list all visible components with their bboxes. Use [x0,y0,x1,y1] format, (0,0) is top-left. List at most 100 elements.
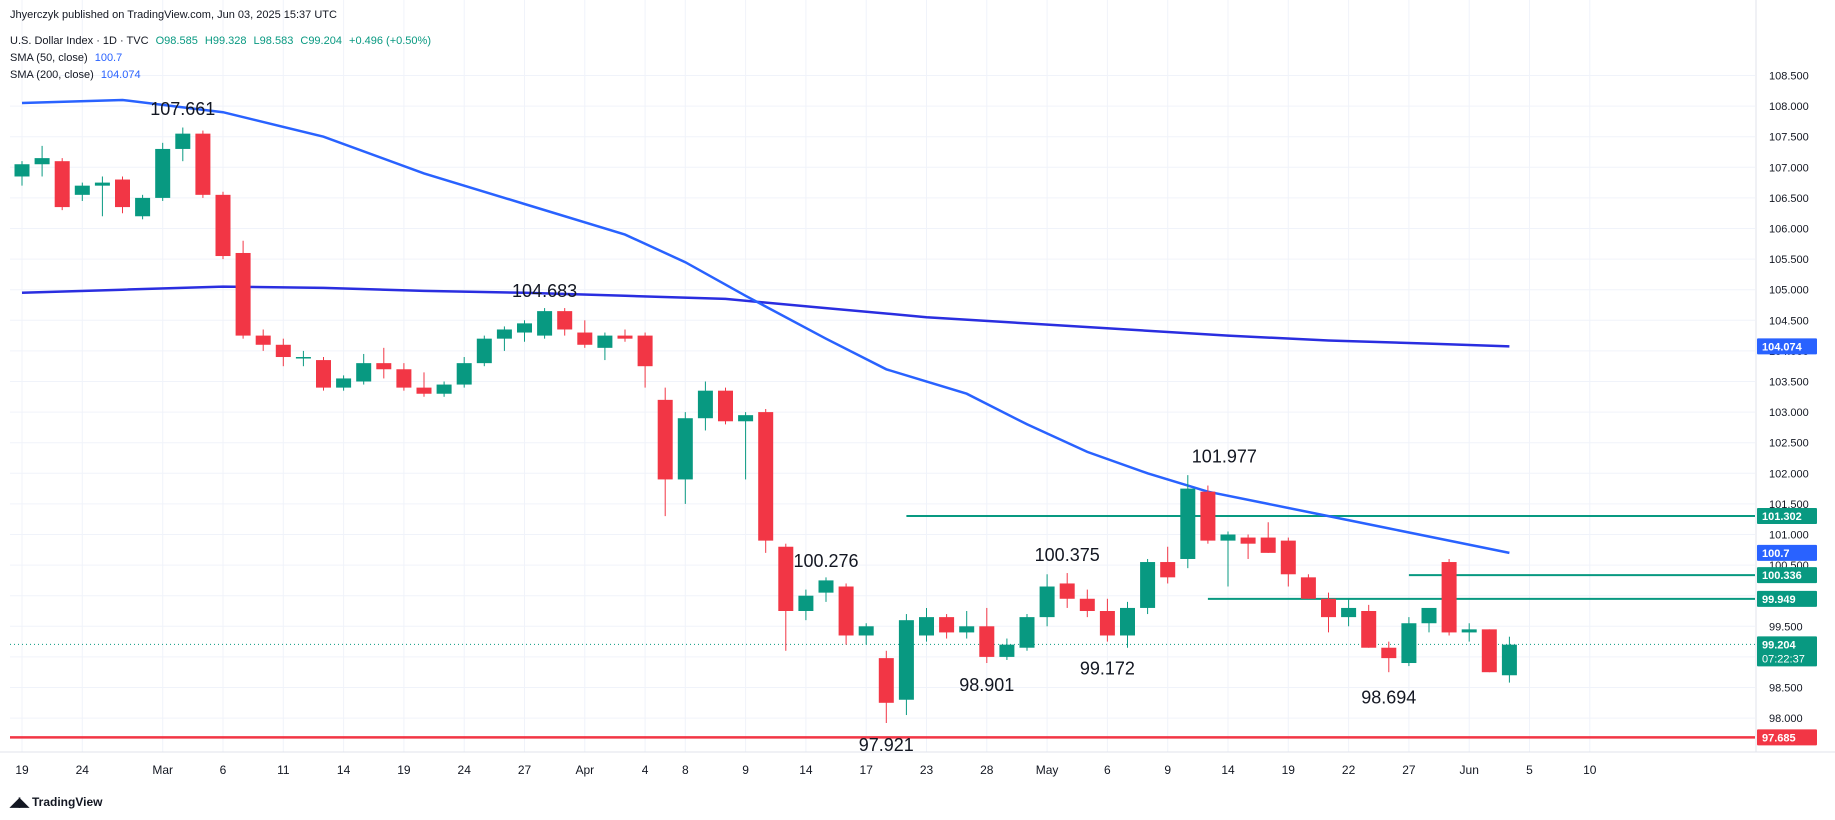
candle [637,332,653,388]
candle [255,329,271,351]
candle-body [1300,577,1316,599]
high-value: H99.328 [204,35,247,47]
candle-body [336,378,352,388]
candle-body [54,161,70,208]
candle [115,176,130,214]
level-price-tag-bg [1757,508,1817,525]
x-tick-label: 14 [337,763,351,777]
candle-body [1260,537,1276,553]
candle [858,623,874,645]
y-tick-label: 101.000 [1769,530,1809,542]
candle-body [718,390,733,422]
candle [677,412,693,504]
candle-body [416,387,432,394]
candle [94,176,110,217]
x-tick-label: 6 [1104,763,1111,777]
candle-body [838,586,854,636]
candle [195,130,211,198]
candle [1501,636,1517,683]
x-tick-label: 14 [1221,763,1235,777]
price-annotation: 100.276 [793,551,858,571]
candle-body [496,329,512,339]
x-tick-label: 8 [682,763,689,777]
level-price-tag: 97.685 [1762,732,1796,744]
candle-body [195,133,211,195]
level-price-tag-bg [1757,590,1817,607]
sma200-legend[interactable]: SMA (200, close) 104.074 [10,69,141,81]
candle-body [878,658,894,703]
candle [436,381,452,397]
candle-body [617,335,633,339]
candle [718,387,733,425]
y-tick-label: 108.500 [1769,71,1809,83]
candle [939,614,955,639]
y-tick-label: 108.000 [1769,101,1809,113]
candle-body [275,344,291,358]
y-tick-label: 101.500 [1769,499,1809,511]
sma50-label: SMA (50, close) [10,52,88,64]
y-tick-label: 102.500 [1769,438,1809,450]
candle-body [919,617,934,636]
candle-body [1120,607,1135,636]
candle [14,161,30,186]
candle-body [1501,644,1517,676]
y-tick-label: 98.500 [1769,683,1803,695]
x-tick-label: Apr [575,763,594,777]
x-tick-label: 24 [458,763,472,777]
candle [135,194,151,220]
sma200-label: SMA (200, close) [10,69,94,81]
candle [999,638,1015,660]
candle-body [517,323,532,333]
candle-body [537,311,553,336]
x-tick-label: 27 [518,763,532,777]
candle-body [476,338,492,364]
candle-body [1019,617,1035,648]
level-price-tag-bg [1757,567,1817,584]
ohlc-legend: U.S. Dollar Index · 1D · TVC O98.585 H99… [10,35,431,47]
candle-body [1180,488,1196,559]
x-tick-label: 17 [860,763,874,777]
candle [878,650,894,723]
tradingview-brand[interactable]: ◢◣ TradingView [10,794,102,810]
candle-body [356,363,372,382]
y-tick-label: 107.000 [1769,162,1809,174]
y-tick-label: 99.500 [1769,621,1803,633]
candle [919,607,934,642]
candle-body [657,399,673,480]
last-price-tag-countdown: 07:22:37 [1762,653,1805,665]
candle-body [979,626,995,657]
candle-body [1140,562,1156,608]
candle [778,543,794,651]
candle-body [637,335,653,367]
y-tick-label: 102.000 [1769,468,1809,480]
candle [1120,601,1135,648]
candle [1160,546,1176,584]
candle [275,338,291,367]
candle-body [1280,540,1296,575]
sma50-line [21,98,1510,555]
candle-body [959,626,975,633]
candle [456,357,472,388]
candle-body [1481,629,1497,673]
candle [54,158,70,211]
price-annotation: 101.977 [1192,447,1257,467]
sma-price-tag: 100.7 [1762,548,1790,560]
x-tick-label: 14 [799,763,813,777]
y-tick-label: 103.500 [1769,377,1809,389]
level-price-tag-bg [1757,729,1817,746]
candle [376,347,392,379]
last-price-tag: 99.204 [1762,639,1797,651]
price-annotation: 98.901 [959,675,1014,695]
candle [175,127,191,162]
x-tick-label: 11 [277,763,290,777]
candle-body [295,357,311,359]
candle [416,372,432,397]
candle-body [94,182,110,186]
x-tick-label: 19 [1282,763,1296,777]
candle [557,308,573,336]
level-price-tag: 101.302 [1762,511,1802,523]
sma50-legend[interactable]: SMA (50, close) 100.7 [10,52,122,64]
x-tick-label: 23 [920,763,934,777]
candle-body [999,644,1015,657]
